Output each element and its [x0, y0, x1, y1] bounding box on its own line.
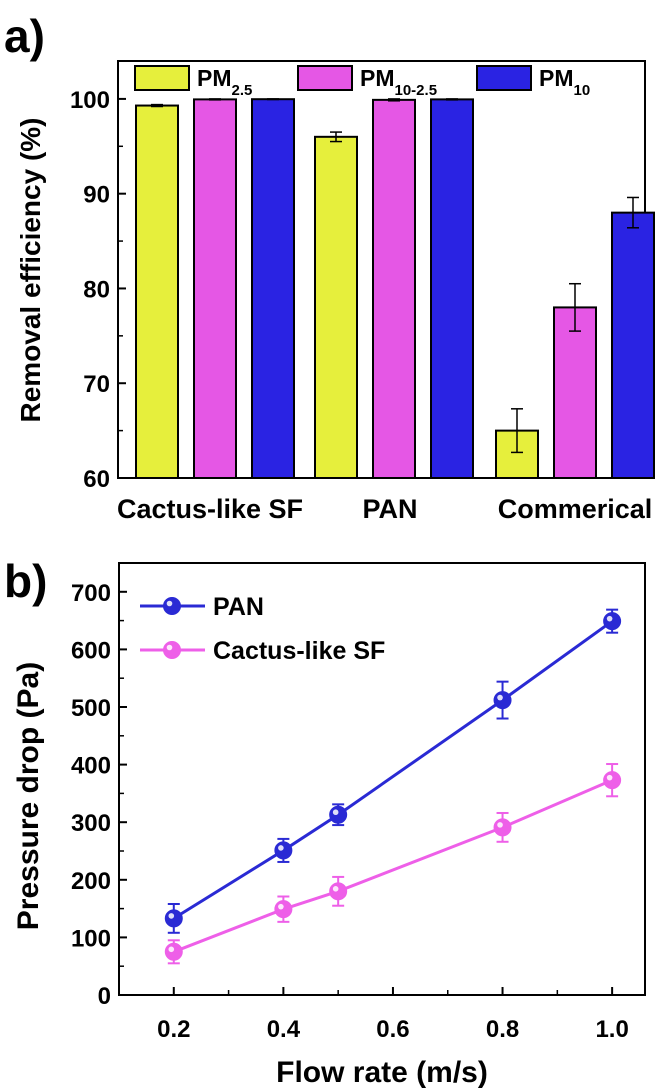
legend-label-0: PM2.5 — [197, 65, 252, 99]
panel-b-y-tick-label: 700 — [71, 580, 111, 607]
legend-marker-0 — [163, 597, 181, 615]
panel-a-label: a) — [4, 10, 45, 62]
panel-a-legend: PM2.5 PM10-2.5 PM10 — [134, 65, 590, 99]
panel-b-legend: PAN Cactus-like SF — [140, 593, 385, 665]
bar-pm10-2 — [611, 211, 655, 480]
bar-pm10-25-1 — [372, 98, 416, 480]
point-pan-4 — [603, 612, 622, 631]
panel-b-y-tick-label: 300 — [71, 810, 111, 837]
bar-pm25-0 — [135, 104, 179, 479]
panel-b-x-tick-label: 0.6 — [376, 1016, 409, 1043]
point-cactus-like-sf-0-highlight — [168, 946, 175, 953]
point-cactus-like-sf-0 — [164, 942, 183, 961]
legend-label-subscript: 2.5 — [232, 82, 253, 99]
panel-b-series — [164, 608, 622, 965]
line-cactus-like-sf — [173, 778, 613, 954]
bar-pm10-25-2 — [553, 306, 597, 479]
legend-series-label: PAN — [213, 593, 264, 621]
panel-b-y-tick-label: 600 — [71, 637, 111, 664]
panel-b-x-ticks: 0.2 0.4 0.6 0.8 1.0 — [157, 987, 629, 1043]
legend-swatch-0 — [134, 65, 190, 91]
panel-a-x-tick-labels: Cactus-like SF PAN Commerical — [117, 494, 652, 524]
point-pan-1-highlight — [278, 845, 284, 851]
point-pan-2-highlight — [332, 809, 339, 816]
panel-b-x-tick-label: 0.8 — [486, 1016, 519, 1043]
panel-a-category-label: Commerical — [498, 494, 653, 524]
bar-pm10-0 — [251, 98, 295, 479]
bar-pm25-1 — [314, 135, 358, 479]
panel-b-y-tick-label: 100 — [71, 925, 111, 952]
point-pan-0-highlight — [168, 913, 175, 919]
legend-label-base: PM — [360, 65, 395, 91]
panel-b-y-tick-label: 500 — [71, 695, 111, 722]
panel-a-y-tick-label: 70 — [83, 371, 110, 398]
point-cactus-like-sf-1-highlight — [278, 903, 284, 910]
panel-a-y-tick-label: 80 — [83, 276, 110, 303]
panel-a-y-tick-label: 90 — [83, 182, 110, 209]
legend-swatch-2 — [476, 65, 532, 91]
point-cactus-like-sf-1 — [274, 900, 293, 919]
panel-b-y-tick-label: 400 — [71, 753, 111, 780]
panel-b-x-tick-label: 0.2 — [157, 1016, 190, 1043]
panel-a-bar-chart: a) Removal efficiency (%) 60 70 80 90 100 Ca… — [4, 10, 655, 524]
line-pan — [173, 619, 614, 920]
point-pan-0 — [164, 909, 183, 928]
panel-a-bars — [135, 98, 655, 480]
panel-b-x-tick-label: 0.4 — [267, 1016, 301, 1043]
legend-series-label: Cactus-like SF — [213, 637, 385, 665]
legend-label-base: PM — [539, 65, 574, 91]
point-cactus-like-sf-4-highlight — [606, 774, 613, 781]
panel-a-category-label: Cactus-like SF — [117, 494, 303, 524]
panel-b-y-tick-label: 0 — [98, 983, 111, 1010]
panel-b-x-axis-label: Flow rate (m/s) — [276, 1056, 488, 1089]
point-pan-1 — [274, 841, 293, 860]
panel-b-plot-frame — [118, 562, 646, 996]
point-cactus-like-sf-4 — [603, 771, 622, 790]
panel-a-y-ticks: 60 70 80 90 100 — [70, 87, 126, 493]
legend-label-2: PM10 — [539, 65, 590, 99]
panel-b-y-axis-label: Pressure drop (Pa) — [12, 662, 45, 930]
point-pan-3-highlight — [497, 694, 503, 701]
legend-label-1: PM10-2.5 — [360, 65, 437, 99]
point-pan-2 — [329, 805, 348, 824]
legend-label-subscript: 10-2.5 — [395, 82, 438, 99]
panel-b-y-ticks: 0 100 200 300 400 500 600 700 — [71, 580, 127, 1010]
bar-pm10-1 — [430, 98, 474, 479]
panel-b-line-chart: b) Pressure drop (Pa) 0 100 200 300 400 500 60… — [4, 555, 646, 1089]
legend-marker-1 — [163, 641, 181, 659]
panel-a-y-tick-label: 60 — [83, 466, 110, 493]
point-pan-4-highlight — [606, 615, 613, 622]
panel-a-y-axis-label: Removal efficiency (%) — [15, 118, 46, 423]
bar-pm10-25-0 — [193, 98, 237, 479]
legend-marker-0-highlight — [166, 600, 173, 607]
point-cactus-like-sf-3 — [493, 818, 512, 837]
point-cactus-like-sf-3-highlight — [497, 822, 503, 828]
point-cactus-like-sf-2 — [329, 882, 348, 901]
panel-a-category-label: PAN — [362, 494, 417, 524]
panel-b-x-tick-label: 1.0 — [595, 1016, 628, 1043]
panel-b-label: b) — [4, 555, 47, 607]
legend-label-base: PM — [197, 65, 232, 91]
legend-label-subscript: 10 — [574, 82, 591, 99]
point-cactus-like-sf-2-highlight — [332, 886, 339, 892]
point-pan-3 — [493, 691, 512, 710]
legend-marker-1-highlight — [166, 644, 173, 651]
panel-b-y-tick-label: 200 — [71, 868, 111, 895]
panel-a-y-tick-label: 100 — [70, 87, 110, 114]
legend-swatch-1 — [297, 65, 353, 91]
